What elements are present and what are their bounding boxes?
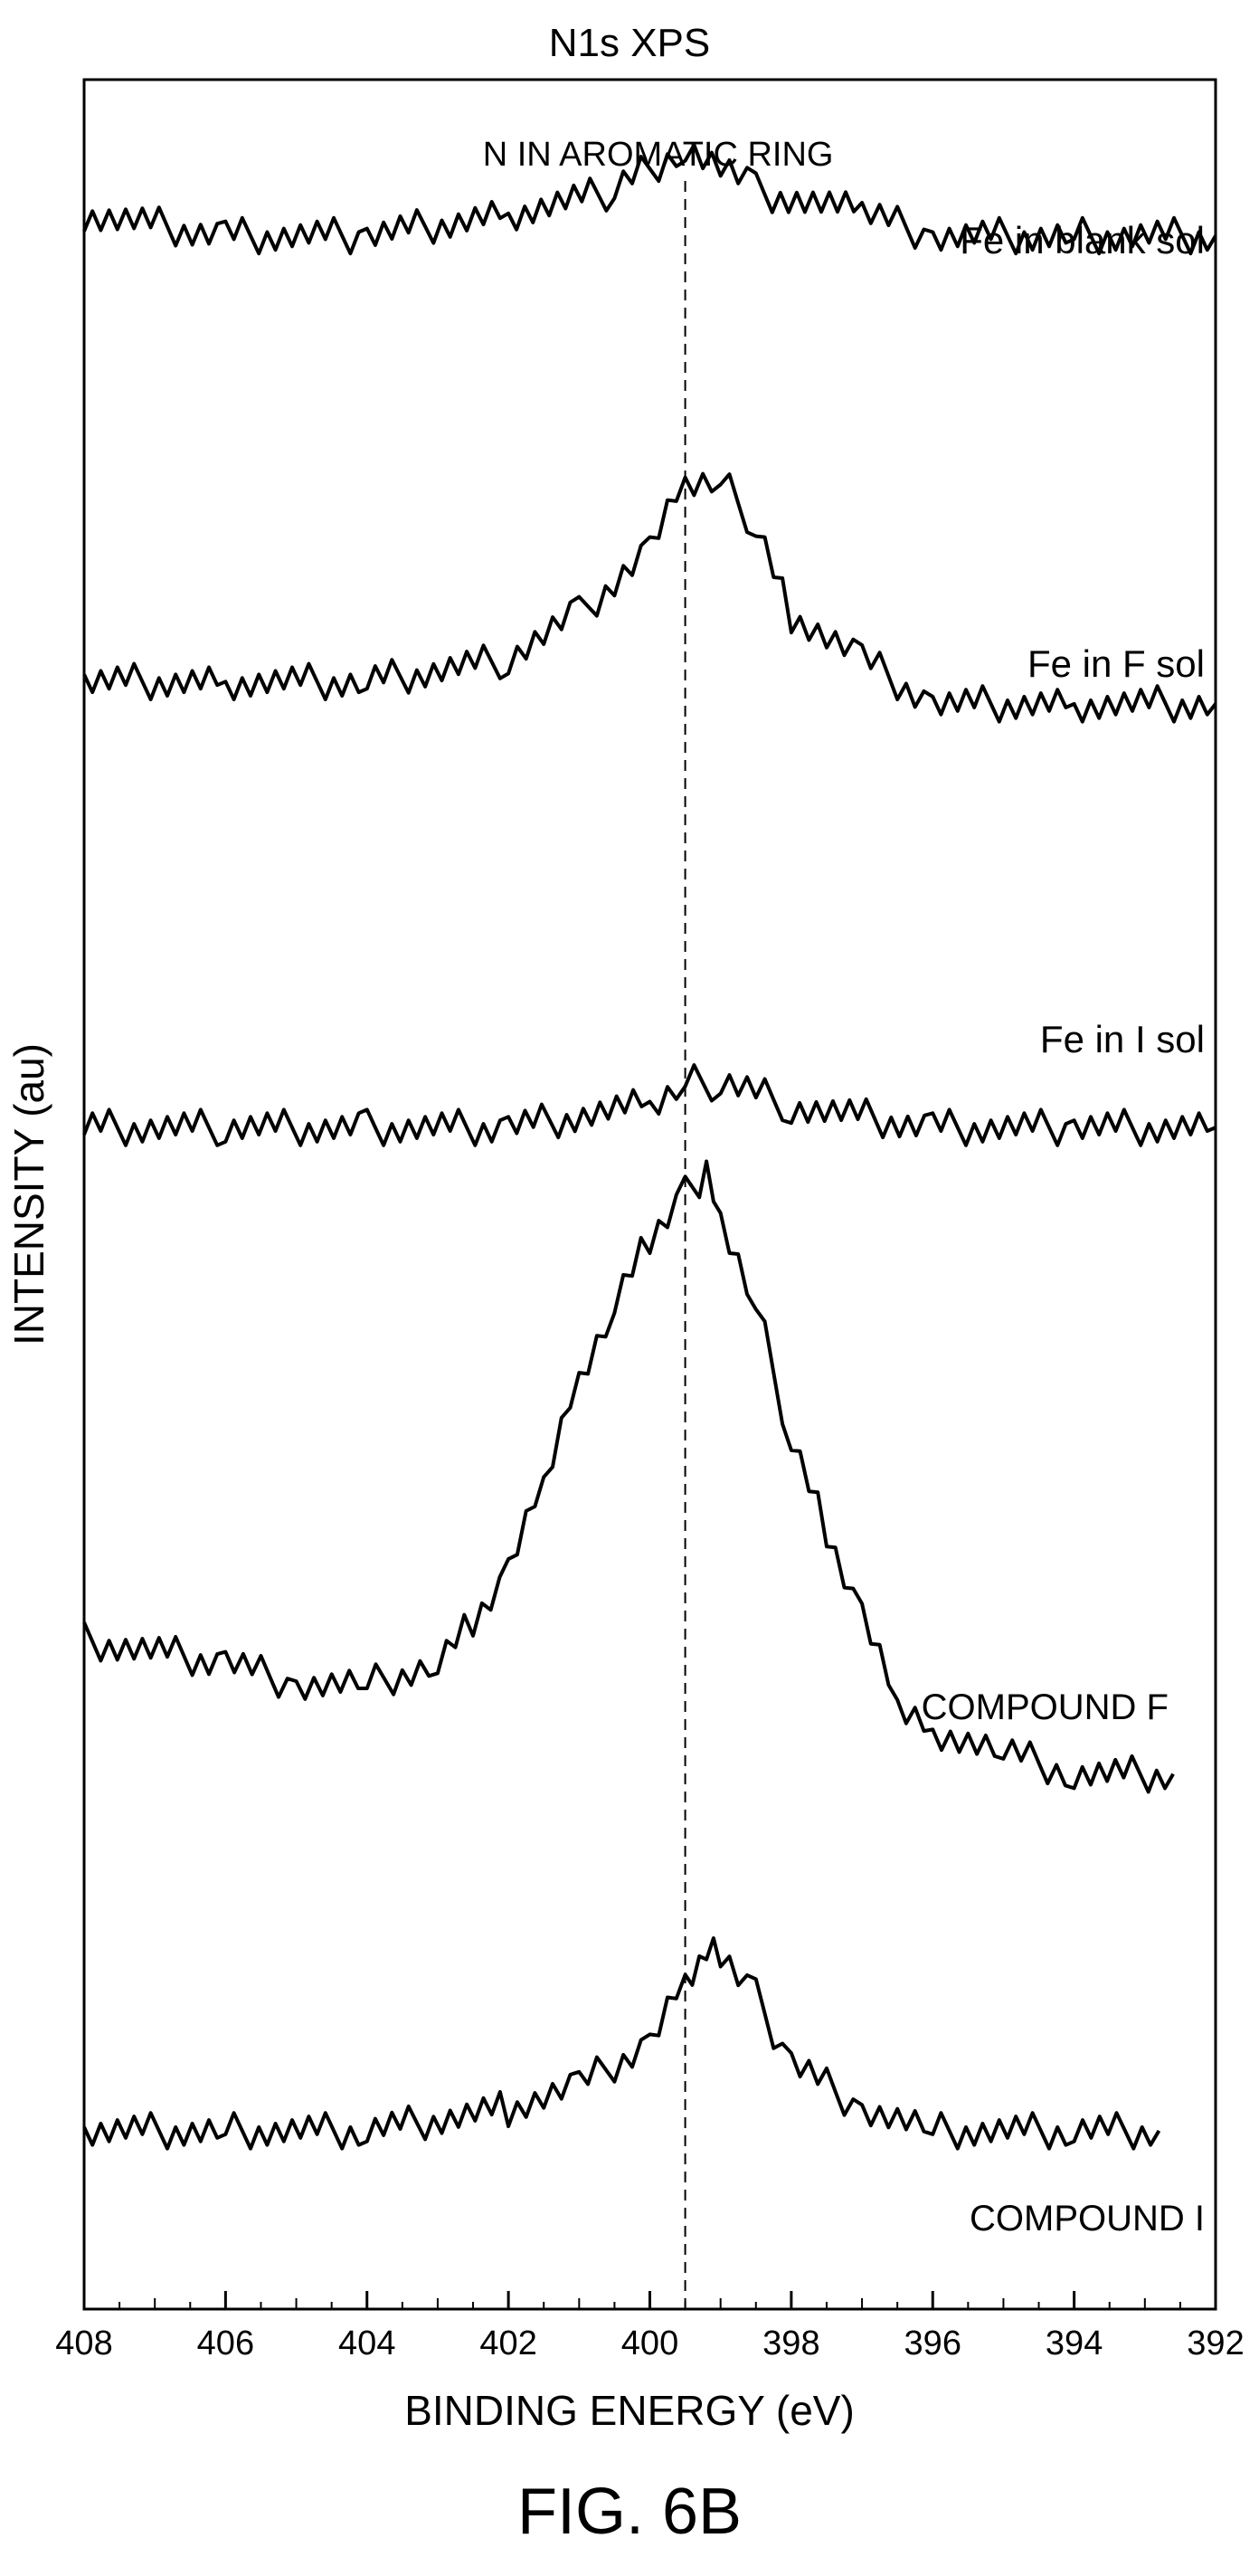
x-tick-label: 392: [1187, 2324, 1244, 2362]
series-line-compound-f: [82, 1159, 1175, 1794]
series-line-compound-i: [82, 1936, 1161, 2151]
x-tick-label: 398: [762, 2324, 819, 2362]
x-axis-label: BINDING ENERGY (eV): [404, 2387, 855, 2434]
plot-frame: [82, 78, 1217, 2311]
series-group: Fe in blank sol Fe in F sol Fe in I sol COM…: [82, 143, 1217, 2239]
x-axis: 408 406 404 402 400 398 396 394 392: [55, 2291, 1245, 2362]
series-line-fe-in-i-sol: [82, 1063, 1216, 1147]
chart-title: N1s XPS: [549, 21, 711, 65]
x-tick-label: 406: [197, 2324, 254, 2362]
x-tick-label: 400: [621, 2324, 678, 2362]
series-label-compound-i: COMPOUND I: [970, 2199, 1205, 2239]
series-label-compound-f: COMPOUND F: [922, 1687, 1169, 1727]
x-tick-label: 402: [479, 2324, 536, 2362]
y-axis-label: INTENSITY (au): [5, 1043, 52, 1345]
series-label-fe-in-f-sol: Fe in F sol: [1027, 642, 1205, 685]
figure-caption: FIG. 6B: [517, 2476, 742, 2548]
x-tick-label: 394: [1046, 2324, 1103, 2362]
x-tick-label: 396: [904, 2324, 961, 2362]
series-line-fe-in-blank-sol: [82, 143, 1217, 256]
series-label-fe-in-i-sol: Fe in I sol: [1040, 1018, 1205, 1060]
series-line-fe-in-f-sol: [82, 471, 1217, 724]
series-label-fe-in-blank-sol: Fe in blank sol: [960, 219, 1205, 261]
x-tick-label: 408: [55, 2324, 112, 2362]
aromatic-ring-annotation: N IN AROMATIC RING: [483, 136, 834, 174]
x-tick-label: 404: [338, 2324, 395, 2362]
